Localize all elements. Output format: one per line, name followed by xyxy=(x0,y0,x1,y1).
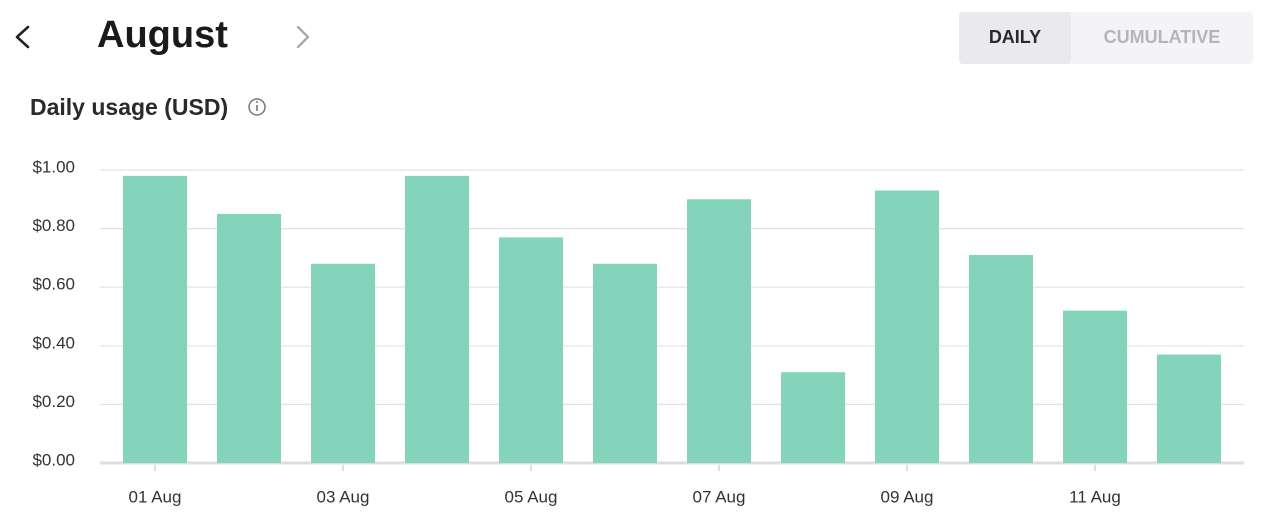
x-tick-label: 09 Aug xyxy=(881,487,934,506)
y-tick-label: $0.80 xyxy=(32,216,75,235)
x-tick-label: 05 Aug xyxy=(505,487,558,506)
info-icon[interactable] xyxy=(248,98,266,116)
y-tick-label: $0.40 xyxy=(32,333,75,352)
bar xyxy=(593,263,657,463)
bar xyxy=(311,263,375,463)
bar xyxy=(969,254,1033,463)
x-tick-label: 03 Aug xyxy=(317,487,370,506)
toggle-daily[interactable]: DAILY xyxy=(989,27,1041,47)
bar xyxy=(405,175,469,464)
next-month-button[interactable] xyxy=(296,25,310,49)
x-tick-label: 11 Aug xyxy=(1069,487,1121,506)
month-title: August xyxy=(97,14,228,56)
bar xyxy=(499,237,563,463)
toggle-cumulative[interactable]: CUMULATIVE xyxy=(1104,27,1221,47)
bar xyxy=(1063,310,1127,463)
toggle-daily-bg[interactable] xyxy=(959,12,1071,64)
y-tick-label: $0.20 xyxy=(32,392,75,411)
x-tick-label: 01 Aug xyxy=(129,487,182,506)
y-tick-label: $0.00 xyxy=(32,450,75,469)
bar xyxy=(1157,354,1221,463)
bar xyxy=(217,213,281,463)
x-tick-label: 07 Aug xyxy=(693,487,746,506)
bar xyxy=(123,175,187,464)
bar xyxy=(687,199,751,464)
prev-month-button[interactable] xyxy=(15,25,30,49)
y-tick-label: $0.60 xyxy=(32,275,75,294)
bar xyxy=(781,372,845,463)
chart-title: Daily usage (USD) xyxy=(30,94,228,120)
y-tick-label: $1.00 xyxy=(32,157,75,176)
bar xyxy=(875,190,939,463)
